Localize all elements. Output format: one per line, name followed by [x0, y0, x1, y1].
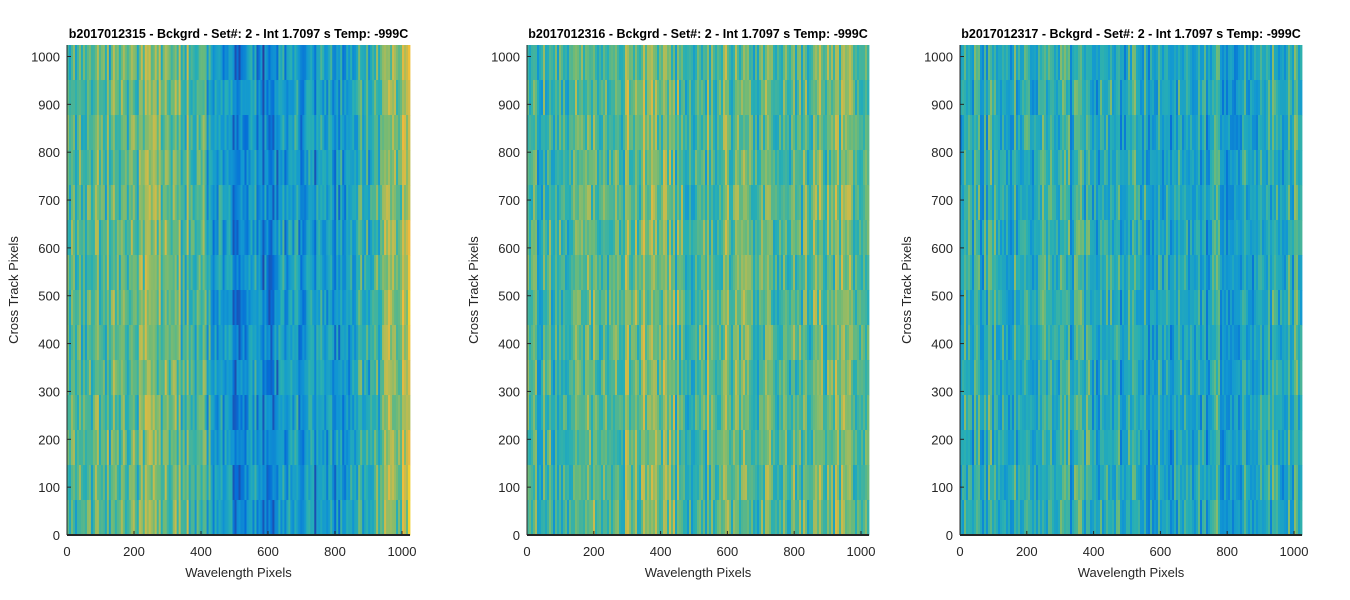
heatmap-image — [960, 45, 1303, 536]
x-tick-label: 0 — [63, 544, 70, 559]
chart-panel-3: b2017012317 - Bckgrd - Set#: 2 - Int 1.7… — [899, 27, 1308, 580]
chart-title: b2017012317 - Bckgrd - Set#: 2 - Int 1.7… — [961, 27, 1301, 41]
x-tick-label: 800 — [783, 544, 805, 559]
x-tick-label: 600 — [257, 544, 279, 559]
chart-panel-1: b2017012315 - Bckgrd - Set#: 2 - Int 1.7… — [6, 27, 416, 580]
heatmap-image — [527, 45, 870, 536]
heatmap-image — [67, 45, 411, 536]
y-tick-label: 200 — [931, 432, 953, 447]
x-tick-label: 200 — [583, 544, 605, 559]
chart-title: b2017012316 - Bckgrd - Set#: 2 - Int 1.7… — [528, 27, 868, 41]
y-tick-label: 400 — [38, 337, 60, 352]
y-tick-label: 0 — [53, 528, 60, 543]
x-tick-label: 400 — [190, 544, 212, 559]
y-tick-label: 800 — [931, 145, 953, 160]
x-tick-label: 400 — [1083, 544, 1105, 559]
y-tick-label: 1000 — [491, 49, 520, 64]
x-tick-label: 1000 — [388, 544, 417, 559]
x-tick-label: 800 — [324, 544, 346, 559]
x-tick-label: 200 — [123, 544, 145, 559]
x-axis-label: Wavelength Pixels — [645, 565, 752, 580]
y-tick-label: 600 — [38, 241, 60, 256]
y-tick-label: 400 — [498, 337, 520, 352]
y-tick-label: 200 — [38, 432, 60, 447]
x-axis-label: Wavelength Pixels — [185, 565, 292, 580]
chart-title: b2017012315 - Bckgrd - Set#: 2 - Int 1.7… — [69, 27, 409, 41]
y-tick-label: 900 — [38, 97, 60, 112]
x-tick-label: 1000 — [847, 544, 876, 559]
y-tick-label: 300 — [498, 384, 520, 399]
x-tick-label: 1000 — [1280, 544, 1309, 559]
x-tick-label: 600 — [717, 544, 739, 559]
y-tick-label: 500 — [931, 289, 953, 304]
y-tick-label: 700 — [38, 193, 60, 208]
y-tick-label: 700 — [931, 193, 953, 208]
y-tick-label: 700 — [498, 193, 520, 208]
x-tick-label: 0 — [956, 544, 963, 559]
y-tick-label: 100 — [38, 480, 60, 495]
y-tick-label: 500 — [38, 289, 60, 304]
y-tick-label: 0 — [513, 528, 520, 543]
x-tick-label: 200 — [1016, 544, 1038, 559]
y-tick-label: 300 — [38, 384, 60, 399]
x-tick-label: 400 — [650, 544, 672, 559]
y-axis-label: Cross Track Pixels — [899, 236, 914, 344]
x-axis-label: Wavelength Pixels — [1078, 565, 1185, 580]
y-tick-label: 800 — [498, 145, 520, 160]
x-tick-label: 800 — [1216, 544, 1238, 559]
y-tick-label: 100 — [931, 480, 953, 495]
y-tick-label: 900 — [498, 97, 520, 112]
chart-panel-2: b2017012316 - Bckgrd - Set#: 2 - Int 1.7… — [466, 27, 875, 580]
y-tick-label: 600 — [498, 241, 520, 256]
y-tick-label: 1000 — [31, 49, 60, 64]
y-tick-label: 100 — [498, 480, 520, 495]
y-tick-label: 300 — [931, 384, 953, 399]
y-tick-label: 500 — [498, 289, 520, 304]
x-tick-label: 0 — [523, 544, 530, 559]
y-tick-label: 400 — [931, 337, 953, 352]
y-tick-label: 800 — [38, 145, 60, 160]
y-tick-label: 1000 — [924, 49, 953, 64]
x-tick-label: 600 — [1150, 544, 1172, 559]
y-tick-label: 0 — [946, 528, 953, 543]
y-tick-label: 600 — [931, 241, 953, 256]
y-tick-label: 200 — [498, 432, 520, 447]
y-axis-label: Cross Track Pixels — [6, 236, 21, 344]
y-tick-label: 900 — [931, 97, 953, 112]
y-axis-label: Cross Track Pixels — [466, 236, 481, 344]
